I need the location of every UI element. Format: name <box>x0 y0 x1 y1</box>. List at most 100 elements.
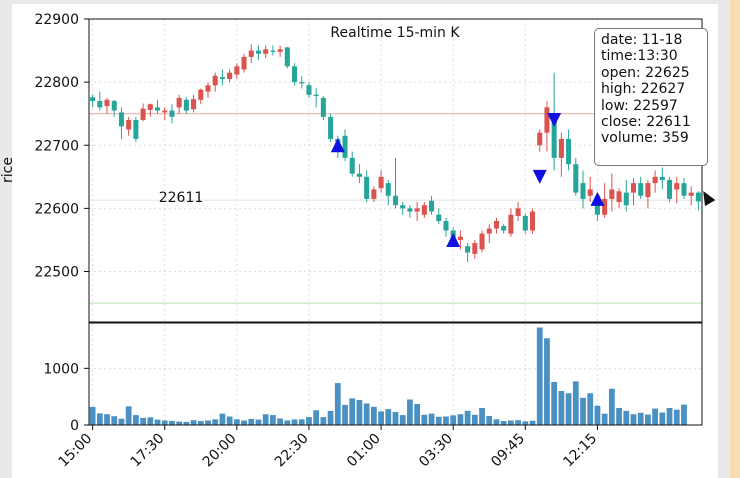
volume-bar <box>96 413 103 425</box>
volume-bar <box>262 414 269 425</box>
candle-body <box>263 49 269 54</box>
candle-body <box>198 89 204 100</box>
price-tick-label: 22900 <box>34 12 79 28</box>
tooltip-open: open: 22625 <box>601 64 690 81</box>
candle-body <box>508 214 514 234</box>
volume-bar <box>327 410 334 425</box>
x-tick-label: 12:15 <box>560 431 600 471</box>
sell-signal-marker <box>532 169 547 184</box>
volume-bar <box>356 400 363 425</box>
volume-bar <box>587 393 594 425</box>
candle-body <box>674 183 680 190</box>
window-edge <box>730 0 740 478</box>
candle-body <box>191 99 197 110</box>
volume-bar <box>89 406 96 425</box>
candle-body <box>580 183 586 199</box>
candle-body <box>493 221 499 229</box>
buy-signal-marker <box>590 191 605 206</box>
candle-body <box>558 138 564 158</box>
buy-signal-marker <box>446 232 461 247</box>
volume-bar <box>197 421 204 425</box>
tooltip-time: time:13:30 <box>601 48 678 65</box>
candle-body <box>392 195 399 206</box>
candle-body <box>429 200 435 212</box>
volume-bar <box>118 418 125 425</box>
volume-bar <box>233 419 240 425</box>
candle-body <box>371 189 377 199</box>
tooltip-low: low: 22597 <box>601 97 678 114</box>
candle-body <box>501 226 507 231</box>
volume-bar <box>616 408 622 425</box>
volume-bar <box>659 412 666 425</box>
candle-body <box>183 99 189 111</box>
volume-bar <box>637 412 644 425</box>
candle-body <box>277 49 283 52</box>
volume-bar <box>500 421 507 425</box>
candle-body <box>328 116 334 139</box>
x-tick-label: 17:30 <box>128 431 168 471</box>
volume-bar <box>147 417 154 425</box>
volume-bar <box>370 406 377 425</box>
volume-bar <box>363 403 370 425</box>
x-tick-label: 15:00 <box>56 431 96 471</box>
candle-body <box>342 135 348 158</box>
candle-body <box>695 192 701 202</box>
ohlc-tooltip: date: 11-18 time:13:30 open: 22625 high:… <box>594 28 708 166</box>
candle-body <box>320 97 326 117</box>
volume-bar <box>681 404 687 425</box>
candle-body <box>104 99 110 107</box>
volume-bar <box>479 408 485 425</box>
candle-body <box>529 211 536 231</box>
tooltip-volume: volume: 359 <box>601 130 689 147</box>
candle-body <box>378 176 384 189</box>
volume-bar <box>486 415 493 425</box>
volume-bar <box>226 416 233 425</box>
volume-bar <box>349 398 356 425</box>
chart-title: Realtime 15-min K <box>330 25 460 41</box>
volume-bar <box>125 406 132 425</box>
x-tick-label: 03:30 <box>416 431 456 471</box>
candle-body <box>212 75 218 86</box>
candle-body <box>616 191 622 203</box>
volume-bar <box>630 414 637 425</box>
volume-bar <box>623 410 630 425</box>
price-tick-label: 22500 <box>34 265 79 281</box>
candle-body <box>472 243 478 254</box>
axes <box>84 18 703 430</box>
candle-body <box>364 176 370 199</box>
volume-bar <box>306 417 312 425</box>
y-tick-labels: 22900 22800 22700 22600 22500 1000 0 <box>34 12 79 434</box>
volume-bar <box>399 415 406 425</box>
price-plot-frame <box>88 18 703 323</box>
candle-body <box>407 208 413 212</box>
candle-body <box>90 97 96 102</box>
volume-bar <box>673 409 680 425</box>
volume-bar <box>190 420 197 425</box>
volume-bar <box>572 381 579 425</box>
candle-body <box>219 77 225 79</box>
signal-markers <box>330 113 605 247</box>
volume-bar <box>508 420 514 425</box>
candle-body <box>436 214 442 221</box>
volume-bar <box>493 419 500 425</box>
candle-body <box>479 233 485 250</box>
volume-bar <box>551 381 558 425</box>
candle-body <box>284 47 290 67</box>
candle-body <box>652 176 658 184</box>
candle-body <box>688 192 694 196</box>
volume-bar <box>104 414 110 425</box>
volume-bar <box>435 416 442 425</box>
volume-bar <box>580 397 586 425</box>
volume-bar <box>291 419 298 425</box>
x-tick-labels: 15:00 17:30 20:00 22:30 01:00 03:30 09:45 12:15 <box>56 431 601 471</box>
volume-bar <box>154 419 161 425</box>
candle-body <box>421 205 427 215</box>
candle-body <box>609 189 615 199</box>
candle-body <box>486 228 492 234</box>
candle-body <box>602 198 608 215</box>
volume-bar <box>111 416 118 425</box>
tooltip-high: high: 22627 <box>601 81 686 98</box>
candle-body <box>414 208 420 212</box>
volume-bar <box>378 411 384 425</box>
candle-body <box>176 97 182 108</box>
